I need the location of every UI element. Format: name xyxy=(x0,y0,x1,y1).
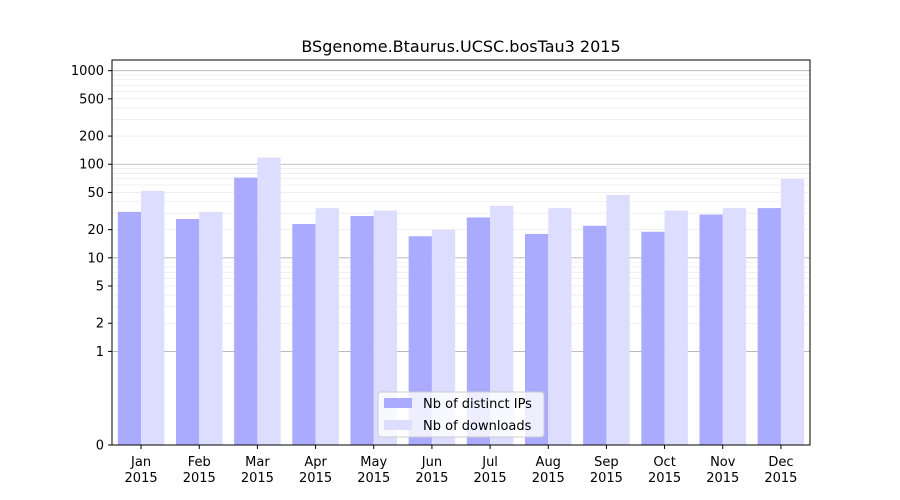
bar-downloads xyxy=(664,210,688,445)
bar-distinct-ips xyxy=(117,211,142,445)
bar-downloads xyxy=(431,229,456,445)
bar-distinct-ips xyxy=(757,208,781,445)
x-axis: Jan 2015 Feb 2015 Mar 2015 Apr 2015 May 2015 Jun 20… xyxy=(125,445,797,486)
x-tick-label: Apr 2015 xyxy=(299,455,332,486)
bar-distinct-ips xyxy=(466,217,491,445)
x-tick-label: May 2015 xyxy=(357,455,390,486)
y-tick-label: 10 xyxy=(87,251,104,266)
bars-layer xyxy=(117,157,805,446)
y-tick-label: 500 xyxy=(79,92,104,107)
x-tick-label: Aug 2015 xyxy=(532,455,565,486)
bar-downloads xyxy=(315,208,339,445)
y-tick-label: 50 xyxy=(87,186,104,201)
bar-distinct-ips xyxy=(641,231,665,445)
bar-distinct-ips xyxy=(292,223,316,445)
bar-downloads xyxy=(490,205,514,445)
legend-box xyxy=(377,391,545,438)
bar-downloads xyxy=(141,190,165,445)
bar-distinct-ips xyxy=(699,214,723,445)
x-tick-label: Dec 2015 xyxy=(764,455,797,486)
x-tick-label: Jul 2015 xyxy=(474,455,507,486)
bar-distinct-ips xyxy=(234,177,258,446)
x-tick-label: Mar 2015 xyxy=(241,455,274,486)
x-tick-label: Sep 2015 xyxy=(590,455,623,486)
bar-downloads xyxy=(373,210,398,445)
bar-downloads xyxy=(257,157,281,445)
bar-distinct-ips xyxy=(350,215,374,445)
bar-downloads xyxy=(780,178,805,446)
x-tick-label: Nov 2015 xyxy=(706,455,739,486)
y-tick-label: 1000 xyxy=(71,64,104,79)
y-tick-label: 1 xyxy=(96,345,104,360)
bar-downloads xyxy=(548,208,572,445)
y-tick-label: 20 xyxy=(87,223,104,238)
y-tick-label: 2 xyxy=(96,317,104,332)
x-tick-label: Jan 2015 xyxy=(125,455,158,486)
bar-distinct-ips xyxy=(175,218,200,445)
y-tick-label: 200 xyxy=(79,130,104,145)
y-tick-label: 5 xyxy=(96,280,104,295)
x-tick-label: Feb 2015 xyxy=(183,455,216,486)
legend: Nb of distinct IPs Nb of downloads xyxy=(377,391,545,438)
bar-distinct-ips xyxy=(583,225,607,445)
bar-downloads xyxy=(722,208,747,445)
legend-swatch-downloads xyxy=(384,420,412,430)
plot-frame xyxy=(111,59,811,446)
bar-downloads xyxy=(606,194,630,445)
x-tick-label: Oct 2015 xyxy=(648,455,681,486)
y-tick-label: 100 xyxy=(79,158,104,173)
legend-label-distinct-ips: Nb of distinct IPs xyxy=(423,397,532,412)
grid-layer xyxy=(112,70,810,352)
x-tick-label: Jun 2015 xyxy=(415,455,448,486)
bar-downloads xyxy=(199,211,223,445)
chart-title: BSgenome.Btaurus.UCSC.bosTau3 2015 xyxy=(301,37,620,56)
y-axis: 0 1 2 5 10 20 50 100 200 500 1000 xyxy=(71,64,112,454)
legend-label-downloads: Nb of downloads xyxy=(423,419,532,434)
y-tick-label: 0 xyxy=(96,439,104,454)
legend-swatch-distinct-ips xyxy=(384,398,412,408)
